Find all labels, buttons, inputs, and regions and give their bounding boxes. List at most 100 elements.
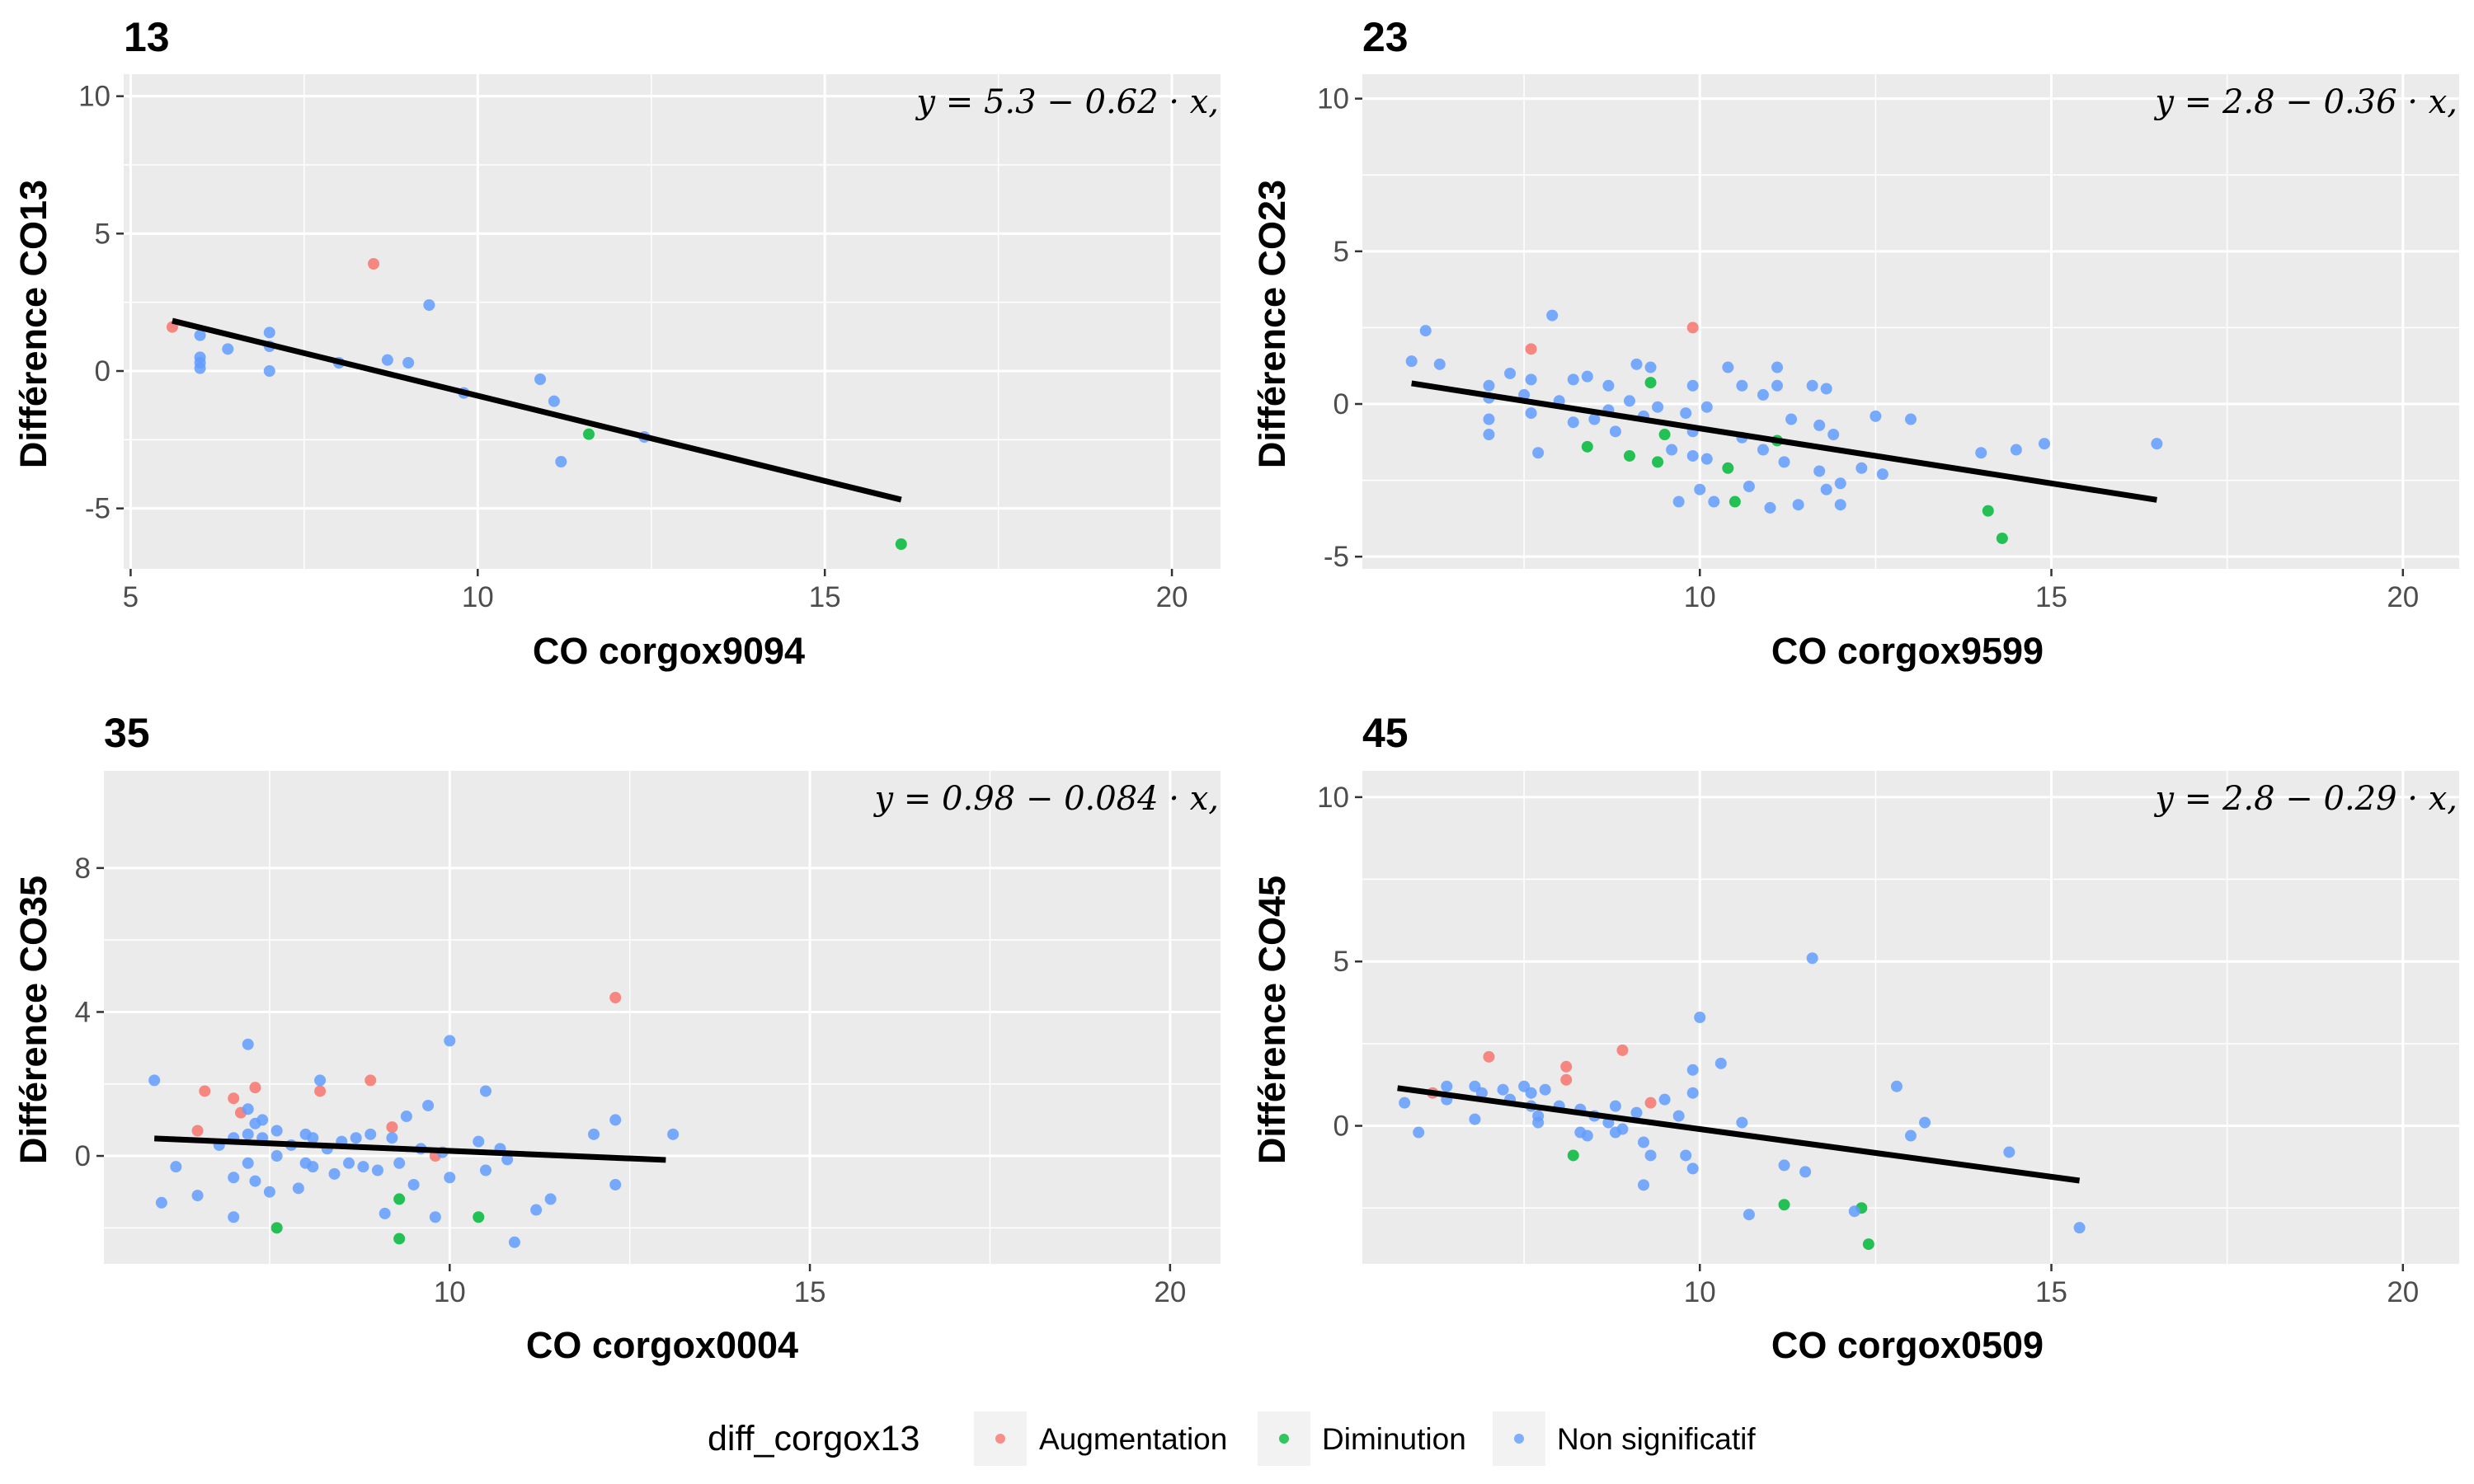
- data-point: [1560, 1073, 1573, 1086]
- data-point: [1975, 447, 1987, 459]
- data-point: [1666, 444, 1678, 456]
- x-tick-label: 15: [2035, 581, 2067, 613]
- data-point: [400, 1111, 412, 1123]
- regression-equation: y = 2.8 − 0.29 · x,: [2153, 780, 2458, 818]
- data-point: [1497, 1083, 1509, 1096]
- data-point: [544, 1193, 557, 1205]
- data-point: [1638, 1136, 1650, 1148]
- data-point: [2003, 1146, 2015, 1158]
- data-point: [1567, 416, 1579, 429]
- data-point: [194, 329, 206, 341]
- data-point: [1616, 1123, 1629, 1135]
- y-tick-label: 0: [1333, 1111, 1349, 1143]
- data-point: [1686, 1087, 1699, 1099]
- data-point: [1834, 477, 1846, 490]
- data-point: [473, 1211, 485, 1223]
- data-point: [1644, 1097, 1657, 1109]
- data-point: [263, 326, 275, 339]
- data-point: [1616, 1044, 1629, 1056]
- data-point: [1757, 388, 1769, 401]
- data-point: [222, 343, 234, 355]
- data-point: [365, 1074, 377, 1087]
- data-point: [1532, 447, 1545, 459]
- data-point: [1644, 1149, 1657, 1162]
- data-point: [191, 1125, 204, 1137]
- y-axis-title: Différence CO13: [12, 180, 54, 468]
- data-point: [155, 1196, 167, 1209]
- data-point: [1729, 495, 1741, 508]
- y-tick-label: 0: [1333, 388, 1349, 420]
- data-point: [194, 362, 206, 374]
- x-axis-title: CO corgox0004: [526, 1324, 798, 1366]
- panel-title: 23: [1362, 14, 1409, 60]
- x-tick-label: 20: [1156, 581, 1188, 613]
- data-point: [1792, 499, 1804, 511]
- data-point: [307, 1132, 319, 1144]
- data-point: [1785, 413, 1798, 425]
- data-point: [365, 1128, 377, 1140]
- data-point: [1736, 1116, 1748, 1129]
- data-point: [508, 1236, 520, 1248]
- data-point: [1905, 413, 1917, 425]
- panel-background: [104, 771, 1221, 1264]
- data-point: [1743, 481, 1755, 492]
- regression-line: [1397, 1085, 2081, 1184]
- data-point: [582, 428, 595, 440]
- data-point: [249, 1082, 261, 1094]
- data-point: [423, 299, 435, 311]
- data-point: [1870, 410, 1882, 422]
- data-point: [1630, 358, 1643, 370]
- data-point: [148, 1074, 161, 1087]
- panel-background: [1362, 74, 2459, 569]
- data-point: [270, 1222, 283, 1234]
- legend-title: diff_corgox13: [708, 1419, 920, 1458]
- data-point: [386, 1132, 398, 1144]
- x-axis-title: CO corgox9094: [533, 630, 805, 672]
- data-point: [1996, 532, 2008, 544]
- data-point: [1686, 1064, 1699, 1076]
- panel-title: 45: [1362, 710, 1409, 756]
- data-point: [393, 1157, 406, 1169]
- data-point: [1644, 377, 1657, 389]
- data-point: [1581, 1129, 1593, 1142]
- data-point: [1813, 419, 1826, 431]
- data-point: [1483, 413, 1495, 425]
- panel-background: [1362, 771, 2459, 1264]
- data-point: [1862, 1238, 1874, 1251]
- panel-23: 23 CO corgox9599 Différence CO23: [1251, 14, 2044, 672]
- data-point: [422, 1099, 435, 1111]
- data-point: [228, 1211, 240, 1223]
- data-point: [609, 1114, 622, 1126]
- data-point: [1799, 1166, 1812, 1178]
- data-point: [1856, 462, 1868, 474]
- data-point: [1413, 1126, 1425, 1139]
- data-point: [1708, 495, 1720, 508]
- data-point: [1771, 361, 1784, 373]
- x-tick-label: 15: [2035, 1276, 2067, 1308]
- data-point: [1806, 379, 1818, 392]
- data-point: [1483, 429, 1495, 441]
- data-point: [328, 1167, 341, 1180]
- data-point: [314, 1074, 327, 1087]
- data-point: [1827, 429, 1840, 441]
- data-point: [534, 373, 547, 385]
- regression-equation: y = 2.8 − 0.36 · x,: [2153, 83, 2458, 121]
- regression-line: [154, 1135, 666, 1163]
- panel-45: 45 CO corgox0509 Différence CO45: [1251, 710, 2044, 1366]
- data-point: [402, 357, 415, 369]
- data-point: [1658, 1093, 1671, 1106]
- legend-label-non-significatif: Non significatif: [1557, 1422, 1756, 1456]
- y-axis-title: Différence CO23: [1251, 180, 1293, 468]
- panel-plot-area: 10 15 20 0 5 10 y = 2.8 − 0.29 · x, 10 15 20 0 4 8 y …: [75, 771, 2459, 1308]
- data-point: [1694, 1012, 1706, 1023]
- data-point: [170, 1161, 182, 1173]
- data-point: [1546, 309, 1559, 322]
- data-point: [588, 1128, 600, 1140]
- data-point: [1680, 407, 1692, 420]
- data-point: [1890, 1080, 1903, 1092]
- data-point: [1567, 1149, 1579, 1162]
- regression-equation: y = 5.3 − 0.62 · x,: [915, 83, 1219, 121]
- data-point: [1722, 361, 1734, 373]
- data-point: [1623, 395, 1635, 407]
